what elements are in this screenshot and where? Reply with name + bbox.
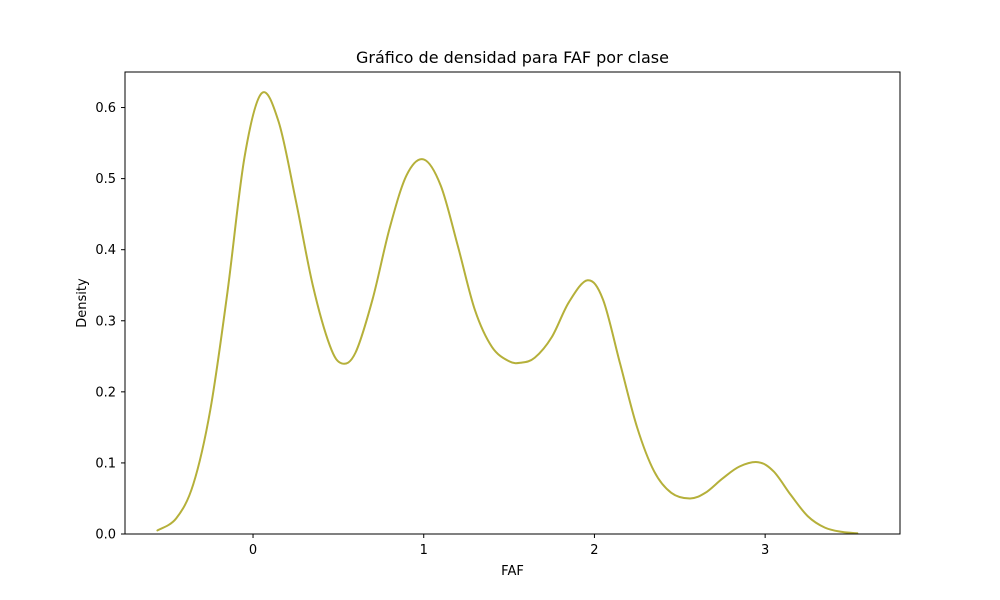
x-tick-label: 3	[761, 543, 769, 558]
y-tick-label: 0.2	[95, 385, 116, 400]
y-tick-label: 0.3	[95, 314, 116, 329]
y-tick-label: 0.5	[95, 172, 116, 187]
y-tick-label: 0.1	[95, 456, 116, 471]
axis-ticks: 0 1 2 3 0.0 0.1 0.2 0.3 0.4 0.5 0.6	[95, 101, 769, 558]
density-curve	[156, 91, 859, 535]
axes-frame	[124, 71, 901, 535]
x-tick-label: 1	[420, 543, 428, 558]
y-tick-label: 0.4	[95, 243, 116, 258]
x-axis-label: FAF	[501, 564, 524, 579]
y-tick-label: 0.6	[95, 101, 116, 116]
y-axis-label: Density	[75, 278, 90, 328]
x-tick-label: 0	[249, 543, 257, 558]
y-tick-label: 0.0	[95, 528, 116, 543]
chart-title: Gráfico de densidad para FAF por clase	[356, 48, 669, 67]
x-tick-label: 2	[590, 543, 598, 558]
